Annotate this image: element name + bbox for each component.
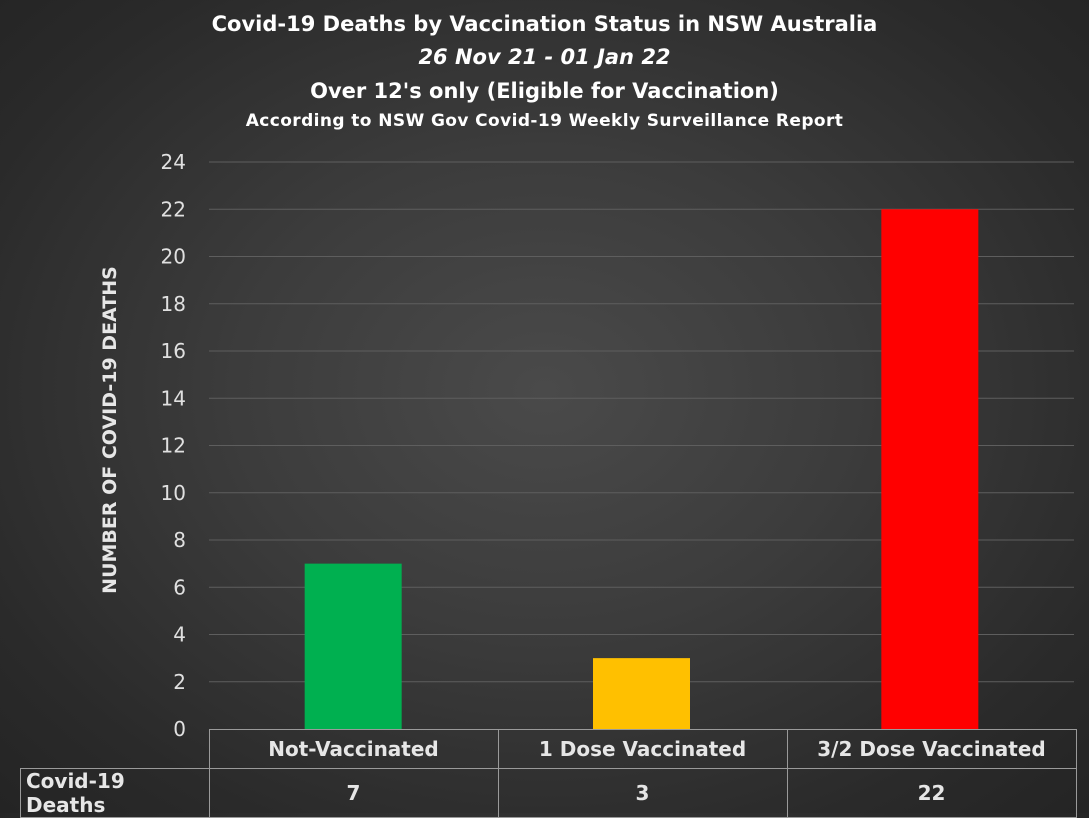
- data-table-row-label: Covid-19 Deaths: [20, 768, 210, 818]
- data-table-category-row: Not-Vaccinated 1 Dose Vaccinated 3/2 Dos…: [21, 729, 1077, 769]
- data-table-category: 3/2 Dose Vaccinated: [786, 729, 1077, 769]
- bar: [881, 209, 979, 729]
- data-table-corner: [21, 730, 210, 769]
- data-table-value: 3: [497, 768, 788, 818]
- bar: [304, 563, 402, 729]
- data-table-value: 22: [786, 768, 1077, 818]
- data-table-category: Not-Vaccinated: [208, 729, 499, 769]
- data-table-value-row: Covid-19 Deaths 7 3 22: [20, 768, 1077, 818]
- y-tick-label: 24: [161, 150, 186, 174]
- y-tick-label: 22: [161, 197, 186, 221]
- y-tick-label: 8: [173, 528, 186, 552]
- chart-source: According to NSW Gov Covid-19 Weekly Sur…: [245, 111, 844, 131]
- chart-date-range: 26 Nov 21 - 01 Jan 22: [418, 45, 671, 69]
- y-tick-label: 6: [173, 575, 186, 599]
- chart-title: Covid-19 Deaths by Vaccination Status in…: [211, 12, 878, 36]
- y-tick-label: 2: [173, 670, 186, 694]
- y-axis-label: NUMBER OF COVID-19 DEATHS: [99, 266, 121, 594]
- y-tick-label: 16: [161, 339, 186, 363]
- y-tick-label: 14: [161, 386, 186, 410]
- data-table-value: 7: [208, 768, 499, 818]
- y-tick-label: 12: [161, 434, 186, 458]
- chart-title-block: Covid-19 Deaths by Vaccination Status in…: [0, 8, 1089, 134]
- y-tick-label: 18: [161, 292, 186, 316]
- bar: [593, 658, 690, 729]
- data-table-category: 1 Dose Vaccinated: [497, 729, 788, 769]
- y-tick-label: 4: [173, 623, 186, 647]
- y-tick-label: 20: [161, 245, 186, 269]
- y-tick-label: 10: [161, 481, 186, 505]
- y-tick-label: 0: [173, 717, 186, 741]
- chart-subtitle: Over 12's only (Eligible for Vaccination…: [310, 79, 779, 103]
- data-table: Not-Vaccinated 1 Dose Vaccinated 3/2 Dos…: [20, 729, 1077, 818]
